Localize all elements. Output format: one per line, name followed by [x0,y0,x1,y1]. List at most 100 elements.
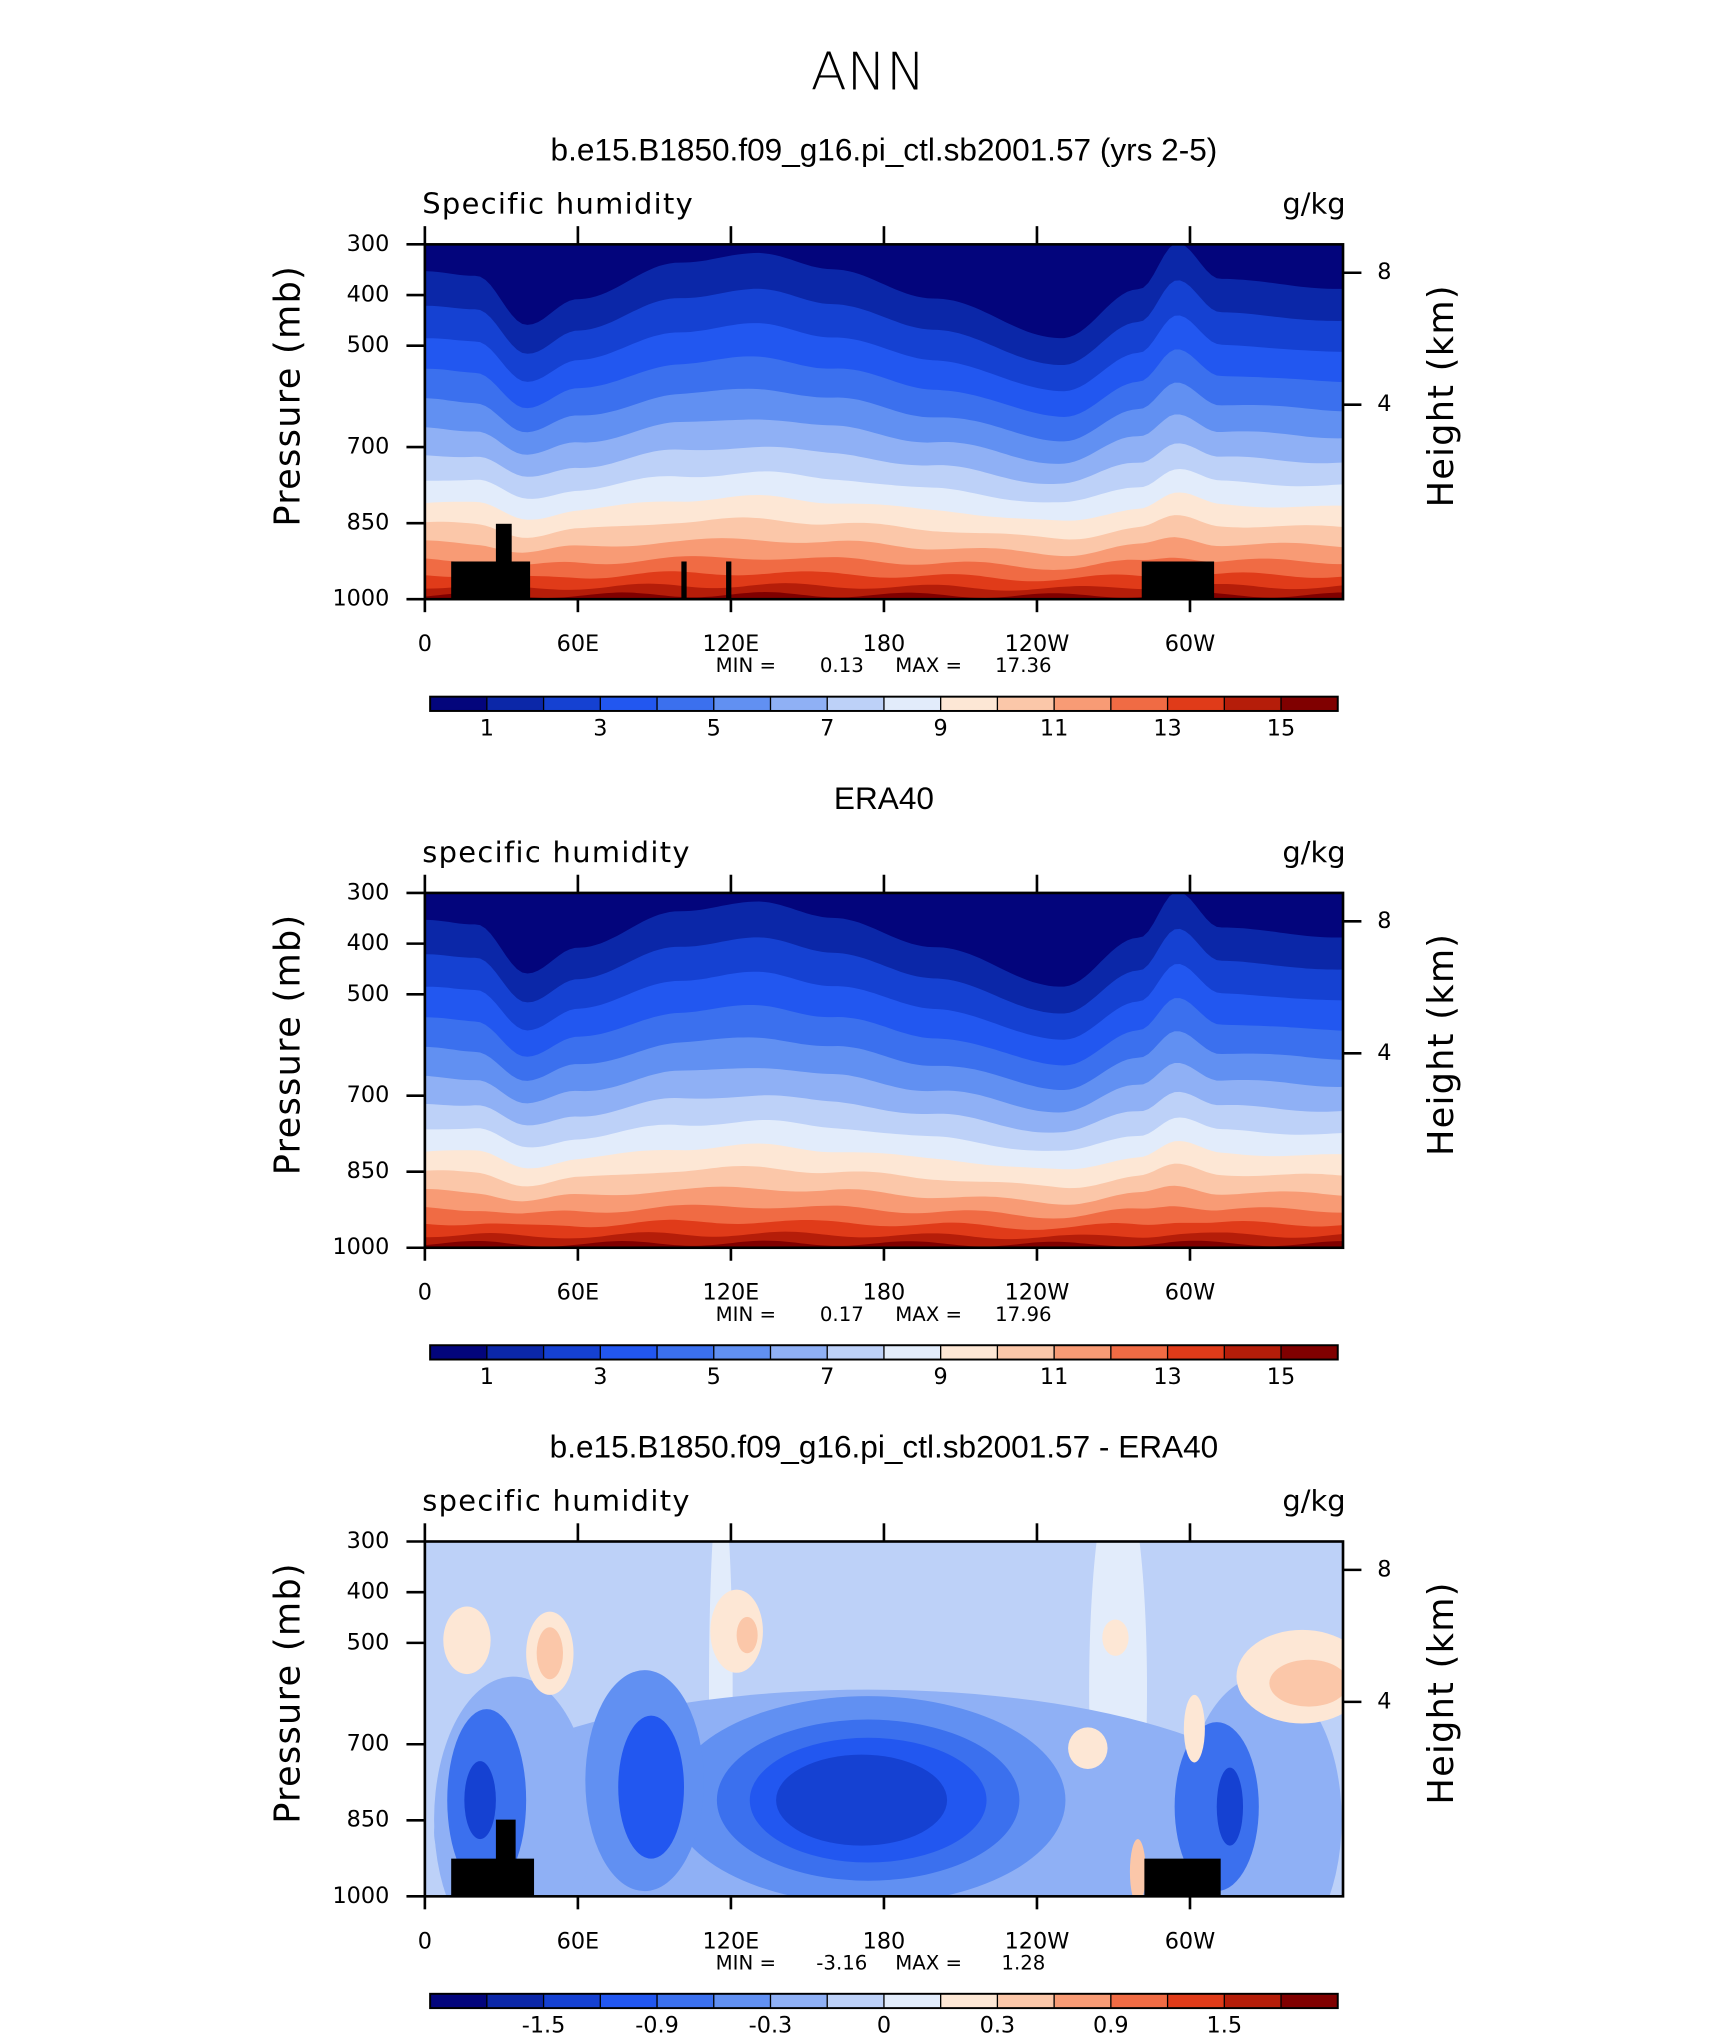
colorbar-label: 13 [1153,716,1181,742]
colorbar-box [940,1993,998,2009]
colorbar-box [827,1993,884,2009]
chart-title: b.e15.B1850.f09_g16.pi_ctl.sb2001.57 (yr… [551,132,1218,167]
land-mask [495,523,512,563]
x-tick-label: 60W [1165,1928,1216,1954]
colorbar-label: 15 [1267,1364,1295,1390]
colorbar-label: 11 [1040,716,1068,742]
colorbar-box [1224,1993,1282,2009]
contour-band [464,1761,496,1840]
colorbar-box [600,1993,658,2009]
land-mask [726,561,732,600]
contour-band [536,1627,563,1680]
land-mask [451,1858,535,1897]
y2-tick-label: 8 [1377,1556,1391,1582]
colorbar-frame [429,1992,1339,2010]
units: g/kg [1282,186,1345,220]
colorbar-box [543,696,601,711]
colorbar-label: 3 [593,716,607,742]
y-tick-label: 700 [347,1082,390,1108]
colorbar-box [940,696,998,711]
y-tick-label: 400 [347,1579,390,1605]
colorbar-box [1054,1993,1111,2009]
y2-axis-label: Height (km) [1421,933,1462,1156]
colorbar-frame [429,695,1339,712]
colorbar-label: 1.5 [1207,2013,1243,2038]
colorbar-box [1054,1345,1111,1360]
y-tick-label: 300 [347,880,390,906]
variable-name: specific humidity [422,835,691,869]
colorbar-box [600,1345,658,1360]
page-title: ANN [811,42,926,103]
colorbar-box [883,1993,941,2009]
max-label: MAX = [895,654,962,677]
y2-tick-label: 8 [1377,908,1391,934]
colorbar-label: 11 [1040,1364,1068,1390]
colorbar-box [1110,696,1168,711]
max-label: MAX = [895,1951,962,1974]
y-tick-label: 300 [347,231,390,257]
colorbar-box [543,1345,601,1360]
colorbar-box [1167,1993,1225,2009]
x-tick-label: 120W [1005,1280,1070,1306]
x-tick-label: 120E [703,1280,760,1306]
colorbar-box [430,1345,487,1360]
colorbar-box [486,696,544,711]
min-label: MIN = [716,1951,776,1974]
x-tick-label: 120W [1005,631,1070,657]
max-label: MAX = [895,1303,962,1326]
y-tick-label: 500 [347,1629,390,1655]
contour-band [1068,1727,1108,1769]
x-tick-label: 0 [418,1280,432,1306]
x-tick-label: 120E [703,1928,760,1954]
colorbar-box [883,696,941,711]
colorbar-box [1281,1993,1338,2009]
colorbar-box [486,1345,544,1360]
colorbar-box [657,1345,714,1360]
contour-band [618,1715,684,1859]
colorbar-box [1167,696,1225,711]
x-tick-label: 60E [557,631,600,657]
y-tick-label: 1000 [332,1883,389,1909]
contour-field [424,1541,1344,1897]
colorbar-box [657,1993,714,2009]
x-tick-label: 60W [1165,631,1216,657]
y2-tick-label: 4 [1377,391,1391,417]
colorbar-box [486,1993,544,2009]
colorbar-label: -0.3 [749,2013,793,2038]
colorbar-box [713,1345,771,1360]
y2-axis-label: Height (km) [1421,284,1462,507]
colorbar-box [543,1993,601,2009]
colorbar-box [1281,1345,1338,1360]
x-tick-label: 120E [703,631,760,657]
contour-band [424,1240,1344,1248]
y2-tick-label: 4 [1377,1040,1391,1066]
x-tick-label: 180 [863,1280,906,1306]
contour-band [1183,1694,1205,1763]
colorbar-label: 0 [877,2013,891,2038]
y-tick-label: 400 [347,930,390,956]
topography [451,523,1221,1897]
contour-band [1216,1767,1244,1846]
colorbar-label: 9 [934,716,948,742]
colorbar-box [940,1345,998,1360]
colorbar-box [600,696,658,711]
colorbar-box [827,1345,884,1360]
y-tick-label: 500 [347,981,390,1007]
colorbar-box [827,696,884,711]
units: g/kg [1282,835,1345,869]
x-tick-label: 0 [418,631,432,657]
min-label: MIN = [716,654,776,677]
colorbar-box [1224,696,1282,711]
colorbar-label: 5 [707,1364,721,1390]
colorbar-box [713,1993,771,2009]
colorbar-box [1281,696,1338,711]
colorbar-box [997,1345,1055,1360]
colorbar-label: 7 [820,716,834,742]
contour-band [443,1606,491,1675]
contour-band [1102,1619,1129,1656]
colorbar-box [1224,1345,1282,1360]
chart-title: ERA40 [834,781,934,816]
x-tick-label: 180 [863,631,906,657]
colorbar-box [713,696,771,711]
